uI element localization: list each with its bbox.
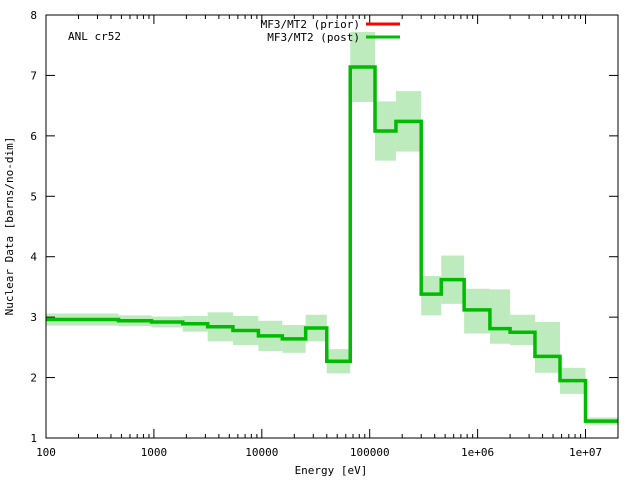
x-tick-label: 1e+07 <box>569 446 602 459</box>
y-tick-label: 7 <box>30 69 37 82</box>
uncertainty-band-bin <box>489 289 511 344</box>
uncertainty-band-layer <box>46 31 618 425</box>
y-tick-label: 5 <box>30 190 37 203</box>
y-tick-label: 3 <box>30 311 37 324</box>
series-line-layer <box>46 65 618 423</box>
x-axis-label: Energy [eV] <box>295 464 368 477</box>
y-tick-label: 4 <box>30 251 37 264</box>
x-tick-label: 1000 <box>141 446 168 459</box>
uncertainty-band-bin <box>510 314 535 345</box>
x-tick-label: 10000 <box>245 446 278 459</box>
x-tick-label: 1e+06 <box>461 446 494 459</box>
y-tick-label: 2 <box>30 372 37 385</box>
x-tick-label: 100 <box>36 446 56 459</box>
legend-label-prior: MF3/MT2 (prior) <box>261 18 360 31</box>
legend: MF3/MT2 (prior) MF3/MT2 (post) <box>261 18 400 44</box>
tick-mark-layer <box>45 14 618 439</box>
legend-label-post: MF3/MT2 (post) <box>267 31 360 44</box>
series-line-post <box>46 65 618 423</box>
x-tick-label: 100000 <box>350 446 390 459</box>
chart-annotation: ANL cr52 <box>68 30 121 43</box>
plot-frame <box>45 14 619 439</box>
y-tick-label: 1 <box>30 432 37 445</box>
tick-label-layer: 100 1000 10000 100000 1e+06 1e+07 1 2 3 4 5 6 7 8 <box>30 9 602 459</box>
uncertainty-band-bin <box>534 321 560 373</box>
y-tick-label: 8 <box>30 9 37 22</box>
y-axis-label: Nuclear Data [barns/no-dim] <box>3 137 16 316</box>
y-tick-label: 6 <box>30 130 37 143</box>
